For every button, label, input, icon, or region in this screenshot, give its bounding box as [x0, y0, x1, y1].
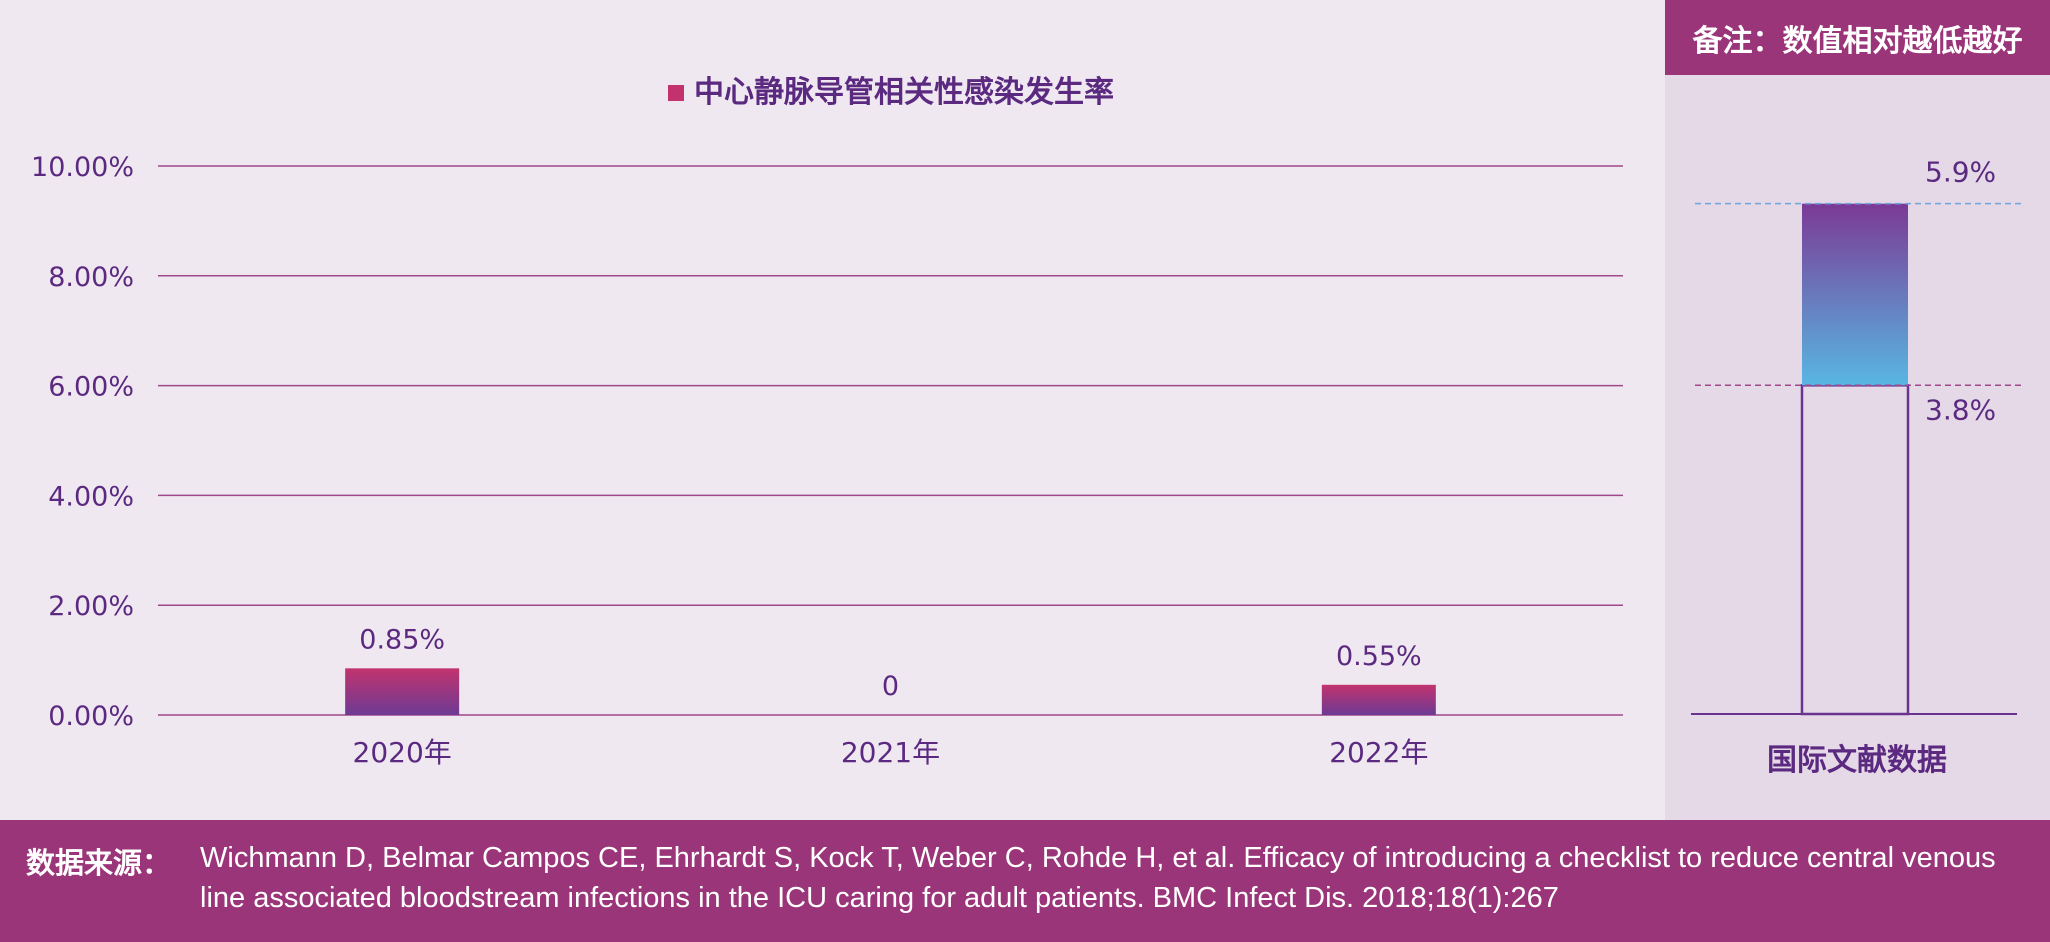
- legend-label: 中心静脉导管相关性感染发生率: [694, 75, 1114, 110]
- x-tick-label: 2021年: [841, 736, 940, 769]
- ref-category-label: 国际文献数据: [1767, 743, 1947, 778]
- source-citation: Wichmann D, Belmar Campos CE, Ehrhardt S…: [200, 842, 1996, 914]
- note-badge: 备注：数值相对越低越好: [1665, 0, 2050, 75]
- y-tick-label: 0.00%: [48, 701, 134, 732]
- data-label: 0.85%: [359, 624, 445, 655]
- bar: [1321, 684, 1436, 715]
- ref-high-label: 5.9%: [1925, 156, 1996, 189]
- y-tick-label: 10.00%: [31, 152, 134, 183]
- y-tick-label: 2.00%: [48, 591, 134, 622]
- y-tick-label: 6.00%: [48, 372, 134, 403]
- reference-chart: 5.9% 3.8% 国际文献数据: [1691, 156, 2023, 778]
- y-tick-label: 8.00%: [48, 262, 134, 293]
- main-chart: 中心静脉导管相关性感染发生率 0.00% 2.00% 4.00% 6.00% 8.00% 1…: [31, 75, 1623, 769]
- x-tick-label: 2022年: [1329, 736, 1428, 769]
- ref-low-label: 3.8%: [1925, 393, 1996, 426]
- source-footer: 数据来源： Wichmann D, Belmar Campos CE, Ehrh…: [0, 820, 2050, 942]
- data-label: 0: [882, 671, 899, 702]
- ref-bar-low: [1800, 384, 1910, 716]
- y-tick-label: 4.00%: [48, 481, 134, 512]
- data-label: 0.55%: [1336, 641, 1422, 672]
- source-label: 数据来源：: [26, 846, 172, 880]
- x-tick-label: 2020年: [353, 736, 452, 769]
- reference-panel: [1665, 0, 2050, 820]
- bar: [345, 668, 460, 715]
- ref-bar-range: [1802, 203, 1908, 386]
- legend-swatch: [668, 85, 684, 101]
